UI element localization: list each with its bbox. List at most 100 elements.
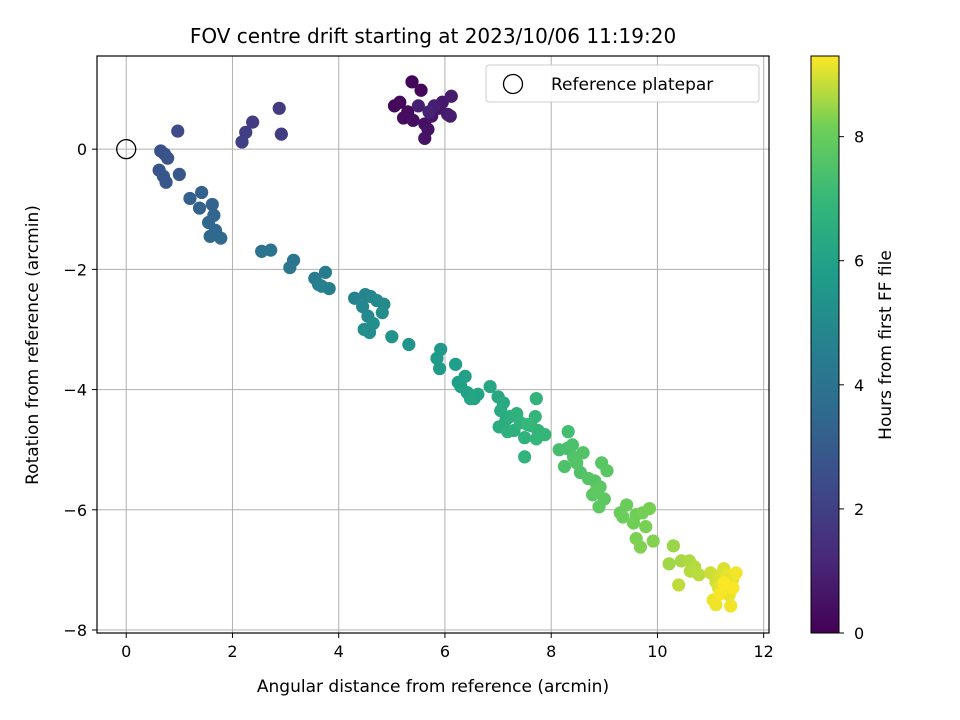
scatter-point bbox=[272, 101, 286, 115]
x-tick-label: 6 bbox=[440, 642, 450, 661]
scatter-point bbox=[626, 516, 641, 530]
y-tick-label: 0 bbox=[77, 140, 87, 159]
colorbar-tick-label: 2 bbox=[854, 500, 864, 519]
colorbar-gradient bbox=[810, 55, 840, 634]
scatter-point bbox=[662, 557, 676, 571]
y-tick-label: −4 bbox=[63, 381, 87, 400]
scatter-point bbox=[356, 300, 370, 314]
scatter-point bbox=[414, 83, 428, 97]
scatter-point bbox=[570, 456, 584, 470]
scatter-point bbox=[633, 540, 648, 554]
scatter-point bbox=[195, 185, 209, 200]
scatter-points bbox=[152, 75, 743, 613]
plot-frame bbox=[96, 55, 770, 634]
x-tick-label: 12 bbox=[754, 642, 774, 661]
scatter-point bbox=[448, 357, 463, 371]
scatter-point bbox=[161, 151, 175, 165]
scatter-point bbox=[274, 127, 288, 141]
x-tick-label: 0 bbox=[121, 642, 131, 661]
scatter-point bbox=[692, 568, 706, 582]
x-axis-title: Angular distance from reference (arcmin) bbox=[257, 677, 609, 697]
scatter-point bbox=[557, 459, 572, 474]
scatter-point bbox=[192, 201, 207, 215]
scatter-point bbox=[375, 306, 389, 320]
grid-lines bbox=[97, 56, 769, 633]
x-tick-label: 10 bbox=[647, 642, 667, 661]
scatter-point bbox=[246, 115, 260, 129]
scatter-point bbox=[518, 431, 532, 445]
scatter-point bbox=[646, 534, 660, 548]
scatter-point bbox=[402, 337, 416, 352]
legend-label: Reference platepar bbox=[551, 75, 713, 95]
scatter-point bbox=[405, 75, 419, 89]
scatter-point bbox=[616, 510, 630, 524]
scatter-point bbox=[366, 316, 380, 331]
scatter-point bbox=[713, 587, 727, 601]
legend: Reference platepar bbox=[485, 64, 760, 103]
scatter-point bbox=[214, 231, 228, 245]
scatter-point bbox=[411, 99, 425, 113]
scatter-point bbox=[639, 520, 653, 534]
scatter-point bbox=[642, 501, 657, 516]
scatter-point bbox=[589, 483, 603, 498]
y-tick-label: −8 bbox=[63, 621, 87, 640]
scatter-point bbox=[501, 425, 515, 439]
legend-marker-open-circle bbox=[502, 73, 524, 95]
reference-marker-layer bbox=[116, 139, 137, 160]
scatter-point bbox=[620, 498, 634, 512]
y-tick-label: −6 bbox=[63, 501, 87, 520]
scatter-point bbox=[443, 109, 457, 123]
scatter-point bbox=[724, 599, 738, 613]
scatter-point bbox=[348, 291, 362, 305]
scatter-point bbox=[422, 105, 436, 119]
scatter-point bbox=[235, 135, 249, 149]
scatter-point bbox=[385, 330, 399, 344]
scatter-point bbox=[318, 265, 333, 279]
x-tick-label: 2 bbox=[227, 642, 237, 661]
scatter-point bbox=[430, 351, 444, 365]
x-axis-ticks: 0 2 4 6 8 10 12 bbox=[121, 633, 774, 661]
x-tick-label: 8 bbox=[546, 642, 556, 661]
reference-platepar-marker bbox=[116, 139, 137, 160]
scatter-point bbox=[717, 576, 731, 590]
y-axis-ticks: −8 −6 −4 −2 0 bbox=[63, 140, 97, 640]
colorbar-tick-label: 6 bbox=[854, 252, 864, 271]
colorbar: 0 2 4 6 8 Hours from first FF file bbox=[810, 55, 896, 643]
scatter-point bbox=[264, 243, 278, 257]
scatter-point bbox=[283, 260, 297, 275]
scatter-point bbox=[463, 391, 478, 406]
scatter-point bbox=[565, 438, 580, 452]
colorbar-tick-label: 8 bbox=[854, 128, 864, 147]
scatter-point bbox=[666, 539, 680, 553]
scatter-point bbox=[458, 369, 472, 383]
chart-title: FOV centre drift starting at 2023/10/06 … bbox=[190, 24, 676, 48]
y-tick-label: −2 bbox=[63, 260, 87, 279]
scatter-point bbox=[159, 175, 173, 189]
scatter-point bbox=[483, 379, 497, 394]
scatter-point bbox=[433, 361, 447, 376]
scatter-point bbox=[171, 124, 185, 138]
scatter-point bbox=[172, 167, 186, 182]
scatter-point bbox=[600, 464, 614, 478]
colorbar-ticks: 0 2 4 6 8 bbox=[839, 128, 864, 643]
x-tick-label: 4 bbox=[334, 642, 344, 661]
scatter-point bbox=[561, 425, 575, 439]
scatter-point bbox=[518, 450, 532, 464]
scatter-point bbox=[406, 113, 420, 127]
scatter-point bbox=[444, 89, 458, 103]
scatter-point bbox=[315, 279, 329, 293]
scatter-point bbox=[592, 500, 606, 514]
scatter-point bbox=[183, 191, 197, 206]
scatter-point bbox=[709, 598, 723, 612]
colorbar-tick-label: 4 bbox=[854, 376, 864, 395]
scatter-point bbox=[520, 417, 534, 432]
scatter-point bbox=[393, 95, 407, 109]
scatter-point bbox=[418, 131, 432, 145]
scatter-point bbox=[205, 197, 219, 212]
scatter-point bbox=[729, 566, 743, 580]
colorbar-title: Hours from first FF file bbox=[876, 250, 896, 440]
scatter-point bbox=[203, 229, 217, 243]
y-axis-title: Rotation from reference (arcmin) bbox=[23, 205, 43, 485]
scatter-point bbox=[529, 391, 543, 406]
